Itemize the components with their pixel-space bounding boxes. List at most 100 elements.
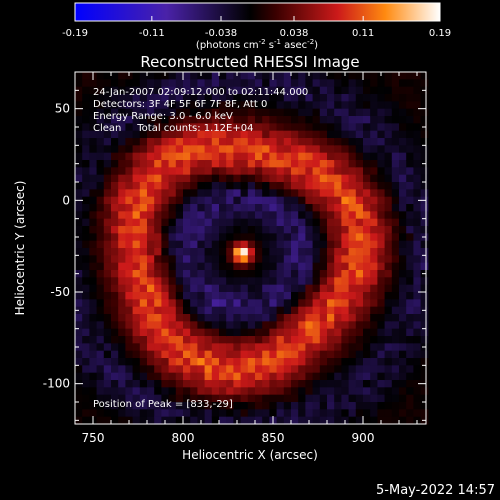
- heatmap-pixel: [370, 160, 378, 168]
- heatmap-pixel: [204, 262, 213, 271]
- heatmap-pixel: [204, 204, 213, 212]
- heatmap-pixel: [75, 314, 83, 322]
- heatmap-pixel: [327, 321, 335, 330]
- heatmap-pixel: [103, 226, 112, 234]
- heatmap-pixel: [75, 394, 83, 403]
- heatmap-pixel: [384, 130, 393, 139]
- heatmap-pixel: [219, 94, 227, 102]
- heatmap-pixel: [139, 116, 148, 124]
- heatmap-pixel: [139, 314, 148, 322]
- heatmap-pixel: [399, 380, 407, 388]
- y-axis-label: Heliocentric Y (arcsec): [13, 181, 27, 316]
- heatmap-pixel: [168, 86, 177, 95]
- heatmap-pixel: [341, 255, 350, 264]
- heatmap-pixel: [175, 160, 184, 168]
- heatmap-pixel: [363, 123, 371, 132]
- heatmap-pixel: [197, 365, 206, 374]
- heatmap-pixel: [355, 336, 364, 344]
- heatmap-pixel: [391, 284, 400, 293]
- heatmap-pixel: [384, 292, 393, 300]
- heatmap-pixel: [197, 262, 206, 271]
- heatmap-pixel: [262, 365, 270, 374]
- heatmap-pixel: [262, 358, 270, 366]
- heatmap-pixel: [247, 138, 256, 146]
- heatmap-pixel: [276, 94, 285, 102]
- heatmap-pixel: [348, 358, 357, 366]
- heatmap-pixel: [399, 204, 407, 212]
- heatmap-pixel: [211, 138, 220, 146]
- heatmap-pixel: [139, 72, 148, 80]
- heatmap-pixel: [334, 292, 342, 300]
- heatmap-pixel: [312, 314, 321, 322]
- heatmap-pixel: [384, 402, 393, 410]
- heatmap-pixel: [219, 416, 227, 425]
- heatmap-pixel: [240, 255, 249, 264]
- heatmap-pixel: [82, 380, 90, 388]
- heatmap-pixel: [327, 262, 335, 271]
- heatmap-pixel: [139, 160, 148, 168]
- heatmap-pixel: [190, 358, 198, 366]
- heatmap-pixel: [226, 343, 234, 352]
- heatmap-pixel: [334, 204, 342, 212]
- heatmap-pixel: [319, 350, 328, 359]
- heatmap-pixel: [291, 394, 299, 403]
- heatmap-pixel: [377, 196, 386, 205]
- heatmap-pixel: [255, 218, 263, 227]
- heatmap-pixel: [334, 394, 342, 403]
- heatmap-pixel: [154, 101, 162, 110]
- heatmap-pixel: [370, 233, 378, 242]
- heatmap-pixel: [355, 416, 364, 425]
- heatmap-pixel: [370, 138, 378, 146]
- heatmap-pixel: [363, 182, 371, 190]
- heatmap-pixel: [197, 394, 206, 403]
- heatmap-pixel: [240, 306, 249, 315]
- heatmap-pixel: [89, 226, 98, 234]
- heatmap-pixel: [233, 226, 242, 234]
- heatmap-pixel: [363, 292, 371, 300]
- heatmap-pixel: [125, 248, 134, 256]
- heatmap-pixel: [355, 72, 364, 80]
- heatmap-pixel: [197, 94, 206, 102]
- heatmap-pixel: [103, 145, 112, 154]
- heatmap-pixel: [175, 226, 184, 234]
- heatmap-pixel: [204, 299, 213, 308]
- heatmap-pixel: [183, 277, 191, 286]
- heatmap-pixel: [283, 270, 292, 278]
- heatmap-pixel: [327, 152, 335, 161]
- heatmap-pixel: [341, 394, 350, 403]
- info-line-time: 24-Jan-2007 02:09:12.000 to 02:11:44.000: [93, 87, 308, 98]
- heatmap-pixel: [305, 86, 314, 95]
- heatmap-pixel: [420, 314, 429, 322]
- heatmap-pixel: [75, 152, 83, 161]
- heatmap-pixel: [348, 211, 357, 220]
- heatmap-pixel: [154, 270, 162, 278]
- heatmap-pixel: [413, 79, 422, 88]
- heatmap-pixel: [226, 204, 234, 212]
- heatmap-pixel: [269, 343, 278, 352]
- heatmap-pixel: [219, 204, 227, 212]
- heatmap-pixel: [370, 248, 378, 256]
- heatmap-pixel: [384, 79, 393, 88]
- heatmap-pixel: [262, 72, 270, 80]
- heatmap-pixel: [262, 299, 270, 308]
- heatmap-pixel: [175, 116, 184, 124]
- heatmap-pixel: [262, 218, 270, 227]
- heatmap-pixel: [154, 314, 162, 322]
- heatmap-pixel: [283, 372, 292, 381]
- heatmap-pixel: [298, 86, 306, 95]
- heatmap-pixel: [420, 277, 429, 286]
- heatmap-pixel: [197, 284, 206, 293]
- heatmap-pixel: [355, 101, 364, 110]
- heatmap-pixel: [190, 387, 198, 396]
- heatmap-pixel: [312, 350, 321, 359]
- heatmap-pixel: [341, 167, 350, 176]
- heatmap-pixel: [233, 372, 242, 381]
- heatmap-pixel: [391, 94, 400, 102]
- heatmap-pixel: [247, 387, 256, 396]
- heatmap-pixel: [305, 182, 314, 190]
- heatmap-pixel: [298, 336, 306, 344]
- heatmap-pixel: [219, 380, 227, 388]
- heatmap-pixel: [413, 123, 422, 132]
- heatmap-pixel: [283, 130, 292, 139]
- heatmap-pixel: [327, 306, 335, 315]
